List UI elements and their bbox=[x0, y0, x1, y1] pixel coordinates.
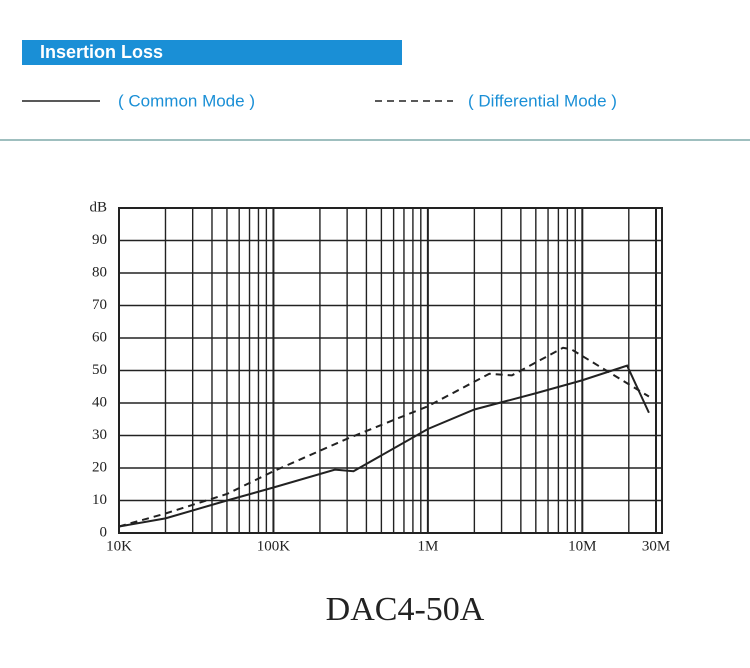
y-tick-label: 80 bbox=[92, 264, 107, 280]
y-tick-label: 10 bbox=[92, 492, 107, 508]
header-bar bbox=[22, 40, 402, 65]
data-line bbox=[118, 364, 650, 528]
y-tick-label: 30 bbox=[92, 427, 107, 443]
legend-label: ( Common Mode ) bbox=[118, 91, 255, 110]
y-tick-label: dB bbox=[89, 199, 107, 215]
y-tick-label: 90 bbox=[92, 232, 107, 248]
x-tick-label: 10M bbox=[568, 538, 596, 554]
x-tick-label: 10K bbox=[106, 538, 132, 554]
y-tick-label: 70 bbox=[92, 297, 107, 313]
x-tick-label: 30M bbox=[642, 538, 670, 554]
y-tick-label: 50 bbox=[92, 362, 107, 378]
plot-frame bbox=[118, 207, 663, 534]
x-tick-label: 100K bbox=[257, 538, 291, 554]
y-tick-label: 60 bbox=[92, 329, 107, 345]
header-title: Insertion Loss bbox=[40, 42, 163, 62]
data-line bbox=[118, 346, 650, 528]
y-tick-label: 0 bbox=[100, 524, 108, 540]
legend-label: ( Differential Mode ) bbox=[468, 91, 617, 110]
y-tick-label: 40 bbox=[92, 394, 107, 410]
chart-title: DAC4-50A bbox=[326, 591, 485, 628]
y-tick-label: 20 bbox=[92, 459, 107, 475]
x-tick-label: 1M bbox=[417, 538, 438, 554]
